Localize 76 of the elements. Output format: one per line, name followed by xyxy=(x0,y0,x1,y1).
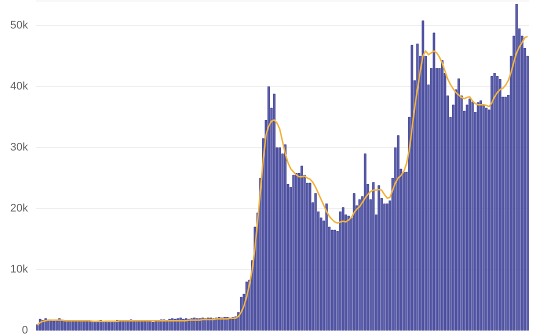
bar xyxy=(334,230,336,330)
bar xyxy=(72,321,74,330)
bar xyxy=(347,216,350,330)
bar xyxy=(498,79,502,330)
y-tick-label: 30k xyxy=(10,141,28,154)
bar xyxy=(138,320,140,330)
bar xyxy=(292,174,295,330)
bar xyxy=(66,320,69,330)
bar xyxy=(352,193,356,330)
y-tick-label: 50k xyxy=(10,19,28,32)
bar xyxy=(485,108,488,330)
bar xyxy=(273,94,276,330)
bar xyxy=(284,144,286,330)
bar xyxy=(144,321,146,330)
bar xyxy=(140,320,144,330)
bar xyxy=(416,44,419,330)
bar xyxy=(358,199,361,330)
bar xyxy=(482,104,485,330)
bar xyxy=(52,320,56,330)
bar xyxy=(69,321,72,330)
bar xyxy=(295,173,298,330)
bar xyxy=(330,230,334,330)
bar xyxy=(441,60,444,330)
y-tick-label: 20k xyxy=(10,202,28,214)
bar xyxy=(122,320,124,330)
bar xyxy=(493,73,496,330)
y-tick-label: 40k xyxy=(10,80,28,92)
bar xyxy=(308,182,312,330)
bar xyxy=(77,321,80,330)
y-tick-label: 10k xyxy=(10,263,28,276)
line-series xyxy=(36,36,528,326)
bar xyxy=(300,166,303,330)
bar xyxy=(152,322,154,330)
bar xyxy=(154,321,158,330)
bar xyxy=(515,4,518,330)
bar xyxy=(410,44,414,330)
bar xyxy=(146,321,149,330)
bar xyxy=(228,318,232,330)
bar xyxy=(480,100,482,330)
bar xyxy=(471,102,474,330)
bar xyxy=(372,182,375,330)
bar xyxy=(402,172,405,330)
bar xyxy=(149,321,152,330)
bar xyxy=(55,320,58,330)
bar xyxy=(86,321,88,330)
bar xyxy=(124,320,127,330)
bar xyxy=(268,86,270,330)
bar xyxy=(118,320,122,330)
y-tick-label: 0 xyxy=(22,324,28,336)
bar xyxy=(50,320,52,330)
bar xyxy=(325,204,328,330)
bar xyxy=(60,320,64,330)
bar xyxy=(157,320,160,330)
bar xyxy=(504,96,507,330)
bar xyxy=(476,102,480,330)
bar xyxy=(102,321,105,330)
bar xyxy=(82,321,86,330)
bar xyxy=(364,154,366,330)
bar xyxy=(240,296,242,330)
bar xyxy=(396,135,400,330)
bar xyxy=(432,32,436,330)
bar xyxy=(468,98,471,330)
bar xyxy=(490,76,494,330)
bar xyxy=(342,207,344,330)
bar xyxy=(386,204,388,330)
bar xyxy=(314,193,317,330)
bar xyxy=(422,20,424,330)
bar xyxy=(458,78,460,330)
bar xyxy=(88,321,91,330)
bar xyxy=(64,320,66,330)
bar xyxy=(378,185,380,330)
bar xyxy=(94,321,96,330)
bar xyxy=(80,321,83,330)
bar xyxy=(496,76,499,330)
bar xyxy=(278,147,281,330)
bar xyxy=(74,321,78,330)
